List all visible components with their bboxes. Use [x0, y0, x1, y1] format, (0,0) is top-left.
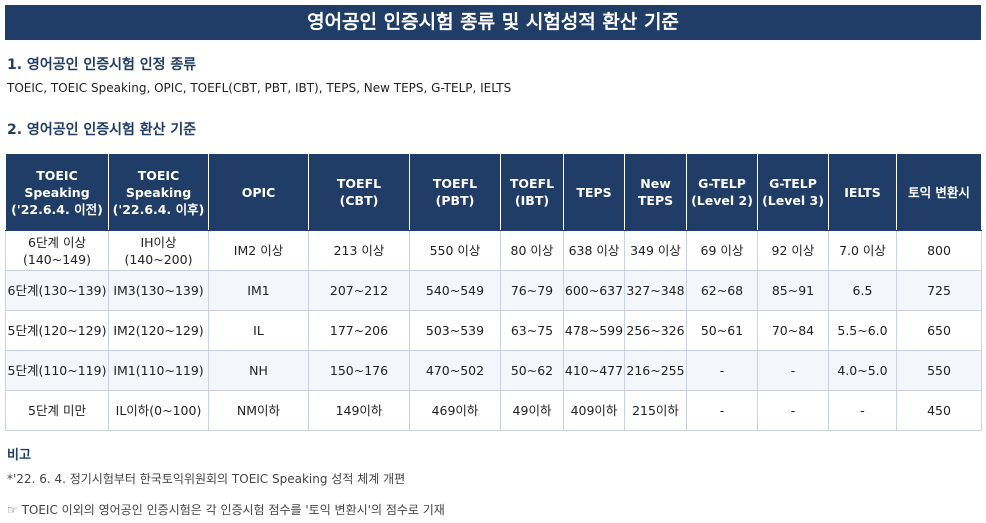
table-cell: IM3(130~139) — [108, 270, 209, 311]
column-header: TOEFL (IBT) — [500, 153, 564, 231]
column-header: TOEIC Speaking ('22.6.4. 이전) — [5, 153, 109, 231]
note: ☞ TOEIC 이외의 영어공인 인증시험은 각 인증시험 점수를 '토익 변환… — [7, 503, 445, 517]
table-cell: 92 이상 — [757, 230, 829, 271]
notes-heading: 비고 — [7, 448, 31, 463]
table-cell: IL — [208, 310, 309, 351]
table-cell: - — [757, 350, 829, 391]
table-cell: 80 이상 — [500, 230, 564, 271]
column-header: TOEFL (PBT) — [409, 153, 501, 231]
table-cell: 215이하 — [624, 390, 687, 431]
column-header: G-TELP (Level 2) — [686, 153, 758, 231]
table-cell: 7.0 이상 — [828, 230, 897, 271]
table-cell: 5단계(110~119) — [5, 350, 109, 391]
table-cell: 5단계(120~129) — [5, 310, 109, 351]
table-cell: 469이하 — [409, 390, 501, 431]
table-cell: 550 — [896, 350, 982, 391]
exam-list: TOEIC, TOEIC Speaking, OPIC, TOEFL(CBT, … — [7, 81, 512, 95]
table-cell: 800 — [896, 230, 982, 271]
table-cell: 216~255 — [624, 350, 687, 391]
table-cell: 327~348 — [624, 270, 687, 311]
table-row: 6단계 이상 (140~149) IH이상 (140~200) IM2 이상 213 … — [5, 230, 982, 271]
table-cell: 150~176 — [308, 350, 410, 391]
table-cell: 5단계 미만 — [5, 390, 109, 431]
table-cell: 6단계(130~139) — [5, 270, 109, 311]
table-cell: 600~637 — [563, 270, 625, 311]
table-cell: 638 이상 — [563, 230, 625, 271]
column-header: G-TELP (Level 3) — [757, 153, 829, 231]
column-header: TOEFL (CBT) — [308, 153, 410, 231]
table-cell: 5.5~6.0 — [828, 310, 897, 351]
table-cell: 213 이상 — [308, 230, 410, 271]
table-cell: IH이상 (140~200) — [108, 230, 209, 271]
table-cell: NH — [208, 350, 309, 391]
table-row: 5단계(110~119) IM1(110~119) NH 150~176 470~502… — [5, 350, 982, 391]
column-header: OPIC — [208, 153, 309, 231]
note: *'22. 6. 4. 정기시험부터 한국토익위원회의 TOEIC Speaki… — [7, 472, 406, 486]
table-cell: 69 이상 — [686, 230, 758, 271]
column-header: IELTS — [828, 153, 897, 231]
table-cell: 410~477 — [563, 350, 625, 391]
table-cell: 349 이상 — [624, 230, 687, 271]
table-cell: 478~599 — [563, 310, 625, 351]
table-cell: 540~549 — [409, 270, 501, 311]
table-cell: 4.0~5.0 — [828, 350, 897, 391]
table-cell: NM이하 — [208, 390, 309, 431]
table-cell: 470~502 — [409, 350, 501, 391]
table-cell: 6.5 — [828, 270, 897, 311]
table-cell: 149이하 — [308, 390, 410, 431]
table-cell: 409이하 — [563, 390, 625, 431]
table-cell: - — [828, 390, 897, 431]
table-cell: 725 — [896, 270, 982, 311]
table-cell: 85~91 — [757, 270, 829, 311]
table-cell: 50~62 — [500, 350, 564, 391]
header-row: TOEIC Speaking ('22.6.4. 이전) TOEIC Speaki… — [5, 153, 982, 231]
title-bar: 영어공인 인증시험 종류 및 시험성적 환산 기준 — [5, 5, 981, 40]
table-cell: 63~75 — [500, 310, 564, 351]
table-row: 5단계(120~129) IM2(120~129) IL 177~206 503~539… — [5, 310, 982, 351]
table-cell: 62~68 — [686, 270, 758, 311]
table-cell: - — [757, 390, 829, 431]
table-cell: IM1 — [208, 270, 309, 311]
column-header: 토익 변환시 — [896, 153, 982, 231]
table-cell: IM2 이상 — [208, 230, 309, 271]
table-cell: IL이하(0~100) — [108, 390, 209, 431]
table-cell: 177~206 — [308, 310, 410, 351]
table-cell: 650 — [896, 310, 982, 351]
section-heading: 2. 영어공인 인증시험 환산 기준 — [7, 122, 197, 138]
table-cell: IM2(120~129) — [108, 310, 209, 351]
table-row: 6단계(130~139) IM3(130~139) IM1 207~212 540~54… — [5, 270, 982, 311]
table-body: 6단계 이상 (140~149) IH이상 (140~200) IM2 이상 213 … — [5, 230, 982, 431]
table-cell: 450 — [896, 390, 982, 431]
column-header: TOEIC Speaking ('22.6.4. 이후) — [108, 153, 209, 231]
section-heading: 1. 영어공인 인증시험 인정 종류 — [7, 57, 197, 73]
table-cell: 50~61 — [686, 310, 758, 351]
table-row: 5단계 미만 IL이하(0~100) NM이하 149이하 469이하 49이하 409이하… — [5, 390, 982, 431]
table-cell: 76~79 — [500, 270, 564, 311]
table-cell: 503~539 — [409, 310, 501, 351]
conversion-table: TOEIC Speaking ('22.6.4. 이전) TOEIC Speaki… — [5, 153, 982, 431]
table-cell: 70~84 — [757, 310, 829, 351]
table-cell: 49이하 — [500, 390, 564, 431]
column-header: TEPS — [563, 153, 625, 231]
table-cell: 207~212 — [308, 270, 410, 311]
column-header: New TEPS — [624, 153, 687, 231]
table-cell: 256~326 — [624, 310, 687, 351]
table-cell: IM1(110~119) — [108, 350, 209, 391]
table-cell: 550 이상 — [409, 230, 501, 271]
table-cell: - — [686, 390, 758, 431]
table-cell: 6단계 이상 (140~149) — [5, 230, 109, 271]
table-cell: - — [686, 350, 758, 391]
